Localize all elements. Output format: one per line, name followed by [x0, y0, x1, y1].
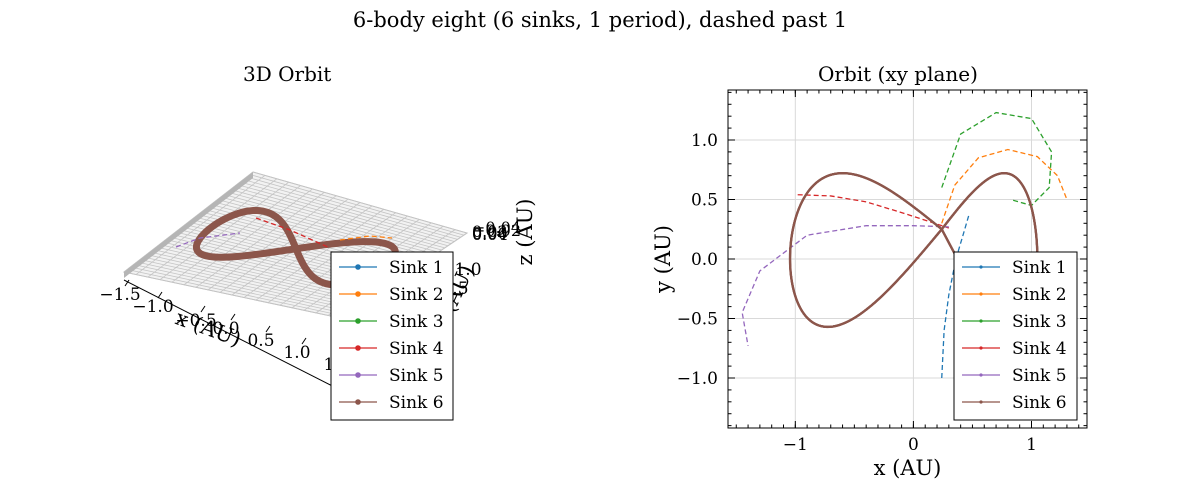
- chart-xy: −1 0 1 −1.0 −0.5 0.0 0.5 1.0 x (AU) y (AU) Sink 1 S…: [651, 89, 1088, 480]
- z3d-tick-label: 0.04: [472, 225, 508, 244]
- floor-grid-line: [243, 205, 373, 298]
- x3d-tick: [124, 279, 130, 287]
- x-tick-label: 0: [908, 435, 919, 455]
- legend3d-marker-6: [355, 399, 361, 405]
- floor-grid-line: [195, 192, 325, 288]
- chart-3d: −1.5−1.0−0.50.00.51.01.5x (AU)1.00.5y (A…: [99, 171, 537, 421]
- z3d-axis-label: z (AU): [513, 199, 537, 266]
- legend3d-label-2: Sink 2: [389, 285, 444, 305]
- legend3d-label-5: Sink 5: [389, 366, 444, 386]
- z3d-tick-label: 0.02: [472, 222, 508, 241]
- legend3d-marker-5: [355, 372, 361, 378]
- chart-xy-title: Orbit (xy plane): [818, 62, 978, 86]
- series-dashed-5: [741, 225, 949, 346]
- y3d-tick-label: 1.0: [454, 260, 481, 280]
- series3d-dashed-4: [175, 232, 241, 248]
- floor-grid-line: [135, 175, 266, 275]
- x-tick-label: 1: [1026, 435, 1037, 455]
- legend-box: [953, 251, 1078, 421]
- legend3d-marker-4: [355, 345, 361, 351]
- legend-label-2: Sink 2: [1012, 285, 1067, 305]
- x3d-tick: [200, 305, 206, 313]
- legend-label-4: Sink 4: [1012, 339, 1067, 359]
- x3d-tick: [265, 325, 271, 333]
- legend-marker-4: [979, 346, 983, 350]
- y-tick-label: 1.0: [691, 131, 718, 151]
- x3d-tick-label: 0.0: [212, 319, 239, 339]
- x3d-tick-label: −0.5: [175, 311, 216, 331]
- y-tick-label: 0.5: [691, 190, 718, 210]
- legend3d-label-1: Sink 1: [389, 258, 444, 278]
- y-tick-label: 0.0: [691, 250, 718, 270]
- floor-grid-line: [183, 188, 313, 286]
- legend-label-6: Sink 6: [1012, 393, 1067, 413]
- x3d-tick: [230, 313, 236, 321]
- x-tick-label: −1: [783, 435, 808, 455]
- series-dashed-1: [941, 214, 970, 379]
- floor-grid-line: [255, 208, 385, 301]
- chart-3d-title: 3D Orbit: [243, 62, 332, 86]
- series3d-dashed-3: [255, 217, 331, 249]
- series-line-6: [788, 171, 1039, 329]
- x3d-tick-label: 0.5: [247, 331, 274, 351]
- back-pane-edge: [124, 172, 253, 278]
- floor-grid-line: [171, 185, 301, 283]
- x3d-tick-label: 1.0: [283, 343, 310, 363]
- series3d-dashed-2: [339, 235, 393, 241]
- legend-label-1: Sink 1: [1012, 258, 1067, 278]
- y-axis-label: y (AU): [651, 225, 675, 294]
- series-dashed-2: [941, 148, 1068, 224]
- z3d-tick-label: −0.02: [472, 221, 521, 240]
- series-dashed-3: [941, 111, 1053, 207]
- x-axis-label: x (AU): [874, 456, 942, 480]
- figure-title: 6-body eight (6 sinks, 1 period), dashed…: [352, 8, 848, 32]
- x3d-tick-label: −1.5: [99, 285, 140, 305]
- x-axis-line: [123, 279, 353, 397]
- legend3d-marker-1: [355, 264, 361, 270]
- legend-marker-5: [979, 373, 983, 377]
- legend-label-3: Sink 3: [1012, 312, 1067, 332]
- legend-marker-1: [979, 265, 983, 269]
- legend3d-label-6: Sink 6: [389, 393, 444, 413]
- legend3d-box: [330, 251, 454, 421]
- y-tick-label: −0.5: [677, 310, 718, 330]
- legend3d-marker-2: [355, 291, 361, 297]
- x3d-tick-label: −1.0: [132, 297, 173, 317]
- y-tick-label: −1.0: [677, 369, 718, 389]
- legend3d-marker-3: [355, 318, 361, 324]
- z3d-tick-label: −0.04: [472, 218, 521, 237]
- legend3d-label-3: Sink 3: [389, 312, 444, 332]
- z3d-tick-label: 0.00: [472, 224, 508, 243]
- floor-grid-line: [159, 181, 289, 280]
- legend3d-label-4: Sink 4: [389, 339, 444, 359]
- floor-grid-line: [207, 195, 337, 291]
- legend-marker-2: [979, 292, 983, 296]
- x3d-tick: [157, 291, 163, 299]
- x3d-tick: [301, 337, 307, 345]
- legend-marker-3: [979, 319, 983, 323]
- legend-label-5: Sink 5: [1012, 366, 1067, 386]
- floor-grid-line: [219, 198, 349, 293]
- legend-marker-6: [979, 400, 983, 404]
